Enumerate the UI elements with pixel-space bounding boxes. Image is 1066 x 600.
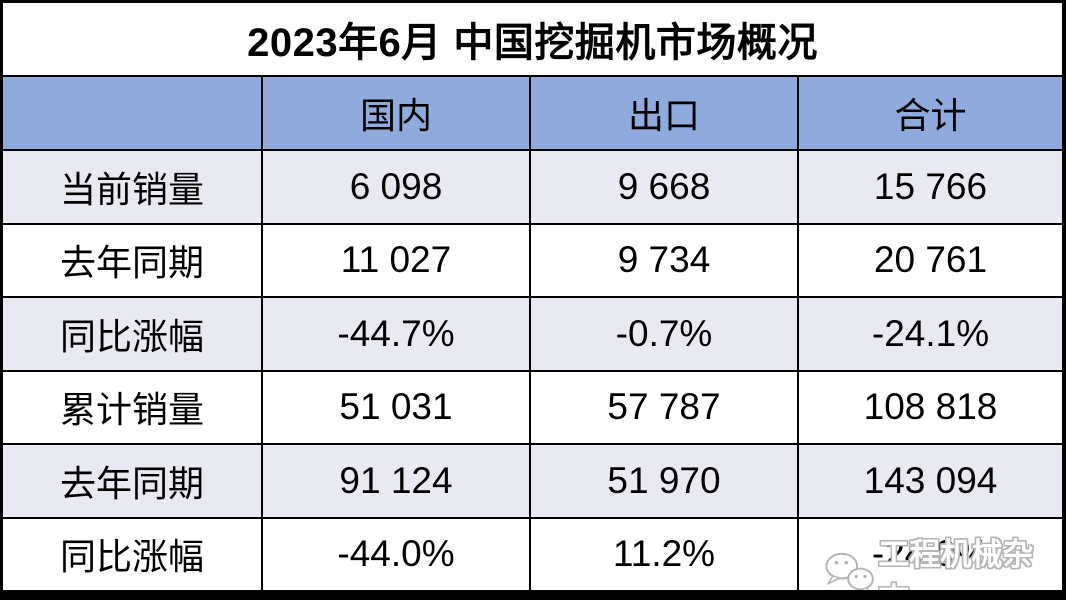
cell-domestic: -44.0% — [261, 518, 529, 590]
row-label: 同比涨幅 — [59, 536, 204, 578]
table-row-last-year-cumulative: 去年同期 91 124 51 970 143 094 — [3, 443, 1062, 517]
cell-export: 11.2% — [529, 518, 797, 590]
cell-total: 143 094 — [797, 445, 1062, 517]
cell-total: -24.0% — [797, 518, 1062, 590]
table-title-row: 2023年6月 中国挖掘机市场概况 — [3, 3, 1062, 75]
table-title: 2023年6月 中国挖掘机市场概况 — [247, 21, 818, 65]
cell-total: 15 766 — [797, 151, 1062, 223]
cell-export: 57 787 — [529, 371, 797, 443]
cell-domestic: 6 098 — [261, 151, 529, 223]
row-label: 当前销量 — [59, 168, 204, 210]
header-cell-total: 合计 — [797, 77, 1062, 149]
cell-export: 51 970 — [529, 445, 797, 517]
row-label: 累计销量 — [59, 389, 204, 431]
cell-total: 20 761 — [797, 224, 1062, 296]
row-label: 同比涨幅 — [59, 315, 204, 357]
cell-domestic: 51 031 — [261, 371, 529, 443]
table-row-current-sales: 当前销量 6 098 9 668 15 766 — [3, 149, 1062, 223]
table-row-cumulative-yoy-change: 同比涨幅 -44.0% 11.2% -24.0% — [3, 516, 1062, 590]
cell-domestic: 11 027 — [261, 224, 529, 296]
cell-export: -0.7% — [529, 298, 797, 370]
row-label: 去年同期 — [59, 242, 204, 284]
table-row-yoy-change: 同比涨幅 -44.7% -0.7% -24.1% — [3, 296, 1062, 370]
header-cell-domestic: 国内 — [261, 77, 529, 149]
table-row-last-year-same-period: 去年同期 11 027 9 734 20 761 — [3, 222, 1062, 296]
cell-total: -24.1% — [797, 298, 1062, 370]
cell-domestic: -44.7% — [261, 298, 529, 370]
table-row-cumulative-sales: 累计销量 51 031 57 787 108 818 — [3, 369, 1062, 443]
table-header-row: 国内 出口 合计 — [3, 75, 1062, 149]
header-cell-export: 出口 — [529, 77, 797, 149]
cell-export: 9 668 — [529, 151, 797, 223]
cell-domestic: 91 124 — [261, 445, 529, 517]
row-label: 去年同期 — [59, 462, 204, 504]
cell-total: 108 818 — [797, 371, 1062, 443]
header-cell-empty — [3, 77, 261, 149]
cell-export: 9 734 — [529, 224, 797, 296]
